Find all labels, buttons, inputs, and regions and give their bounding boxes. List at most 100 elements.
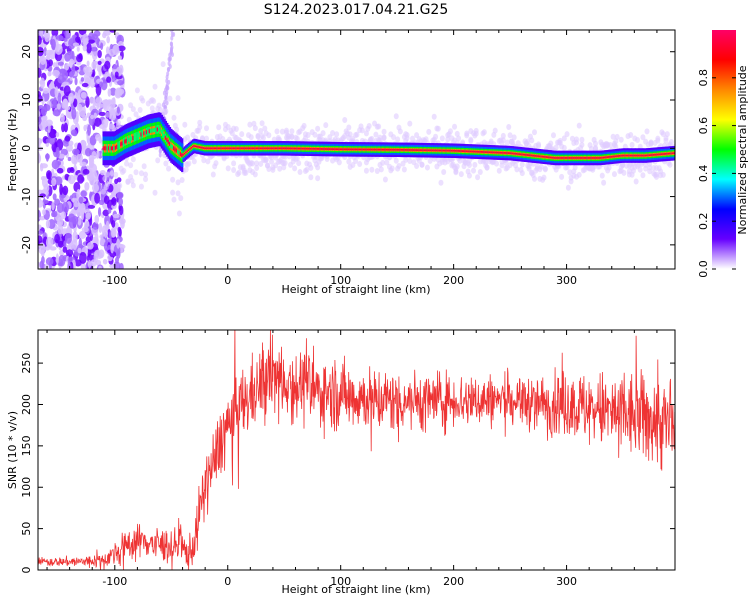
spectrogram-cell <box>109 170 114 177</box>
spectrogram-cell <box>301 147 304 150</box>
spectrogram-cell <box>125 178 131 185</box>
spectrogram-cell <box>384 159 390 166</box>
spectrogram-cell <box>454 149 458 152</box>
spectrogram-cell <box>128 137 131 142</box>
spectrogram-cell <box>208 147 211 150</box>
spectrogram-cell <box>444 149 447 152</box>
spectrogram-cell <box>39 43 47 48</box>
spectrogram-cell <box>484 164 490 171</box>
spectrogram-cell <box>210 147 214 150</box>
spectrogram-cell <box>102 258 108 265</box>
spectrogram-cell <box>116 250 121 259</box>
spectrogram-cell <box>98 136 102 144</box>
spectrogram-cell <box>401 166 407 173</box>
spectrogram-cell <box>121 167 127 174</box>
spectrogram-cell <box>655 153 658 156</box>
spectrogram-cell <box>252 171 258 178</box>
spectrogram-cell <box>373 131 379 138</box>
spectrogram-cell <box>576 122 582 129</box>
spectrogram-cell <box>564 157 567 159</box>
spectrogram-cell <box>625 154 628 157</box>
spectrogram-cell <box>190 146 193 149</box>
colorbar: 0.0 0.2 0.4 0.6 0.8 Normalized spectral ampl… <box>697 30 749 278</box>
spectrogram-cell <box>116 79 125 86</box>
spectrogram-cell <box>586 157 589 159</box>
spectrogram-cell <box>308 174 314 181</box>
spectrogram-y-tick-label: 10 <box>20 93 33 107</box>
spectrogram-cell <box>194 145 197 148</box>
spectrogram-cell <box>98 222 103 234</box>
spectrogram-cell <box>598 157 601 159</box>
spectrogram-cell <box>384 148 387 151</box>
spectrogram-cell <box>166 66 170 72</box>
spectrogram-cell <box>502 151 505 154</box>
spectrogram-cell <box>289 147 292 150</box>
spectrogram-cell <box>212 147 215 150</box>
spectrogram-cell <box>378 148 382 151</box>
spectrogram-cell <box>614 155 618 158</box>
spectrogram-cell <box>101 188 107 195</box>
spectrogram-cell <box>171 30 175 32</box>
spectrogram-cell <box>316 147 319 150</box>
spectrogram-cell <box>112 64 118 70</box>
spectrogram-cell <box>83 71 92 84</box>
spectrogram-cell <box>343 148 346 151</box>
spectrogram-cell <box>124 139 127 144</box>
spectrogram-cell <box>173 14 176 19</box>
spectrogram-cell <box>369 148 372 151</box>
spectrogram-cell <box>561 157 565 159</box>
spectrogram-cell <box>181 153 184 158</box>
spectrogram-cell <box>77 174 85 184</box>
spectrogram-cell <box>528 154 531 157</box>
spectrogram-cell <box>521 153 524 156</box>
spectrogram-cell <box>423 149 426 152</box>
spectrogram-cell <box>475 150 478 153</box>
spectrogram-cell <box>148 129 151 134</box>
spectrogram-cell <box>335 148 338 151</box>
spectrogram-cell <box>243 169 249 176</box>
spectrogram-cell <box>570 157 573 159</box>
spectrogram-cell <box>297 147 300 150</box>
spectrogram-cell <box>197 145 200 148</box>
spectrogram-cell <box>439 135 445 142</box>
spectrogram-cell <box>171 15 174 20</box>
spectrogram-cell <box>513 152 516 155</box>
spectrogram-cell <box>82 44 88 52</box>
snr-plot-area <box>38 330 675 570</box>
spectrogram-cell <box>219 147 222 150</box>
spectrogram-cell <box>589 157 592 159</box>
spectrogram-cell <box>308 164 314 171</box>
spectrogram-cell <box>179 176 185 183</box>
spectrogram-cell <box>441 169 447 176</box>
spectrogram-cell <box>574 157 577 159</box>
spectrogram-cell <box>378 166 384 173</box>
snr-x-tick-label: 0 <box>224 575 231 588</box>
spectrogram-cell <box>503 152 506 154</box>
spectrogram-cell <box>278 147 281 150</box>
spectrogram-cell <box>106 35 111 44</box>
spectrogram-cell <box>404 149 407 151</box>
spectrogram-cell <box>663 137 669 144</box>
spectrogram-cell <box>506 123 512 130</box>
spectrogram-cell <box>62 70 69 81</box>
spectrogram-cell <box>232 147 235 150</box>
spectrogram-cell <box>227 147 230 150</box>
spectrogram-cell <box>202 147 206 149</box>
spectrogram-cell <box>304 147 307 150</box>
spectrogram-cell <box>262 147 265 150</box>
spectrogram-cell <box>98 66 102 77</box>
spectrogram-cell <box>38 137 42 144</box>
spectrogram-cell <box>228 147 231 150</box>
spectrogram-cell <box>568 157 571 159</box>
spectrogram-cell <box>347 148 351 151</box>
spectrogram-cell <box>162 131 165 136</box>
spectrogram-cell <box>177 149 180 154</box>
spectrogram-cell <box>251 147 254 150</box>
spectrogram-cell <box>51 211 56 218</box>
spectrogram-cell <box>515 152 519 155</box>
spectrogram-cell <box>77 217 82 226</box>
spectrogram-cell <box>346 148 349 151</box>
spectrogram-cell <box>106 105 112 112</box>
spectrogram-cell <box>541 155 544 158</box>
spectrogram-cell <box>130 106 136 113</box>
